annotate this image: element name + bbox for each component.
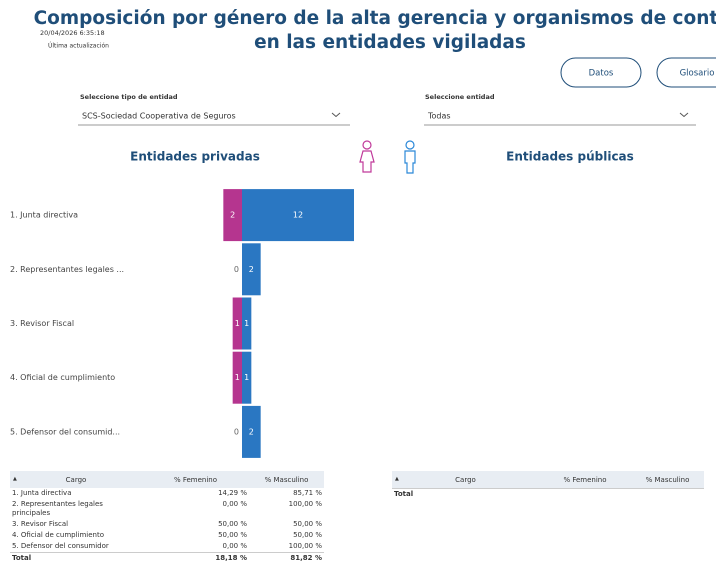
button[interactable]	[560, 57, 642, 88]
cell: 100,00 %	[288, 542, 322, 550]
column-header-text: % Femenino	[173, 475, 218, 484]
total-cell: Total	[392, 488, 539, 500]
filter-value[interactable]: Todas	[427, 112, 451, 121]
category-label: 3. Revisor Fiscal	[10, 319, 74, 328]
category-label: 5. Defensor del consumid...	[10, 427, 120, 436]
section-title: Entidades públicas	[506, 150, 634, 164]
category-label: 2. Representantes legales ...	[10, 265, 124, 274]
total-cell	[539, 488, 631, 500]
data-label: 2	[230, 211, 235, 220]
bar	[242, 189, 354, 242]
button[interactable]	[656, 57, 716, 88]
column-header-text: % Masculino	[264, 475, 309, 484]
data-label: 1	[244, 319, 249, 328]
header-row: Cargo ▲ % Femenino % Masculino	[10, 471, 324, 488]
category-label: 4. Oficial de cumplimiento	[10, 373, 115, 382]
cell: 50,00 %	[218, 531, 247, 539]
column-header-text: % Masculino	[645, 475, 690, 484]
sort-arrow: ▲	[13, 476, 17, 482]
bar	[242, 243, 261, 296]
timestamp: 20/04/2026 6:35:18	[40, 29, 105, 37]
header-row: Cargo ▲ % Femenino % Masculino	[392, 471, 704, 489]
cell: 50,00 %	[293, 531, 322, 539]
column-header: % Femenino	[539, 471, 631, 489]
cell: 2. Representantes legales principales	[12, 500, 103, 517]
data-label: 12	[293, 211, 303, 220]
cell: 50,00 %	[218, 520, 247, 528]
cell: 0,00 %	[222, 500, 247, 508]
cell: 100,00 %	[288, 500, 322, 508]
data-label: 1	[244, 373, 249, 382]
column-header: % Masculino	[631, 471, 704, 489]
column-header-text: Cargo	[455, 475, 476, 484]
total-cell: Total	[10, 552, 142, 564]
column-header-text: % Femenino	[563, 475, 607, 484]
table-row: 5. Defensor del consumidor 0,00 % 100,00 %	[10, 541, 324, 553]
button-label[interactable]: Glosario	[680, 69, 715, 79]
title-line: Composición por género de la alta gerenc…	[34, 8, 716, 29]
total-cell: 81,82 %	[249, 552, 324, 564]
timestamp-label: Última actualización	[48, 43, 109, 50]
bar	[232, 297, 242, 350]
bar	[242, 351, 252, 404]
filter-label: Seleccione entidad	[425, 93, 495, 101]
data-label: 0	[234, 265, 239, 274]
cell: 1. Junta directiva	[12, 489, 72, 497]
column-header: % Masculino	[249, 471, 324, 488]
data-label: 1	[235, 319, 240, 328]
cell: 50,00 %	[293, 520, 322, 528]
cell: 14,29 %	[218, 489, 247, 497]
cell: 0,00 %	[222, 542, 247, 550]
chevron[interactable]	[679, 112, 689, 118]
cell: 5. Defensor del consumidor	[12, 542, 109, 550]
column-header: Cargo ▲	[10, 471, 142, 488]
column-header-text: Cargo	[65, 475, 87, 484]
female-icon	[359, 140, 375, 173]
data-label: 2	[249, 265, 254, 274]
bar	[242, 405, 261, 458]
cell: 85,71 %	[293, 489, 322, 497]
total-row: Total 18,18 % 81,82 %	[10, 552, 324, 564]
male-icon	[404, 140, 416, 174]
table-row: 3. Revisor Fiscal 50,00 % 50,00 %	[10, 519, 324, 530]
chevron[interactable]	[331, 112, 341, 118]
bar	[223, 189, 242, 242]
column-header: Cargo ▲	[392, 471, 539, 489]
cell: 4. Oficial de cumplimiento	[12, 531, 105, 539]
sort-arrow: ▲	[395, 476, 399, 482]
table-row: 1. Junta directiva 14,29 % 85,71 %	[10, 488, 324, 499]
category-label: 1. Junta directiva	[10, 211, 78, 220]
column-header: % Femenino	[142, 471, 249, 488]
filter-label: Seleccione tipo de entidad	[80, 93, 178, 101]
total-cell: 18,18 %	[142, 552, 249, 564]
table: Cargo ▲ % Femenino % Masculino 1. Junta dire…	[10, 471, 324, 564]
table: Cargo ▲ % Femenino % Masculino Total	[392, 471, 704, 500]
data-label: 1	[235, 373, 240, 382]
data-label: 2	[249, 427, 254, 436]
bar	[242, 297, 252, 350]
total-cell	[631, 488, 704, 500]
data-label: 0	[234, 427, 239, 436]
title-line: en las entidades vigiladas	[254, 32, 526, 53]
bar	[232, 351, 242, 404]
section-title: Entidades privadas	[130, 150, 260, 164]
button-label[interactable]: Datos	[589, 69, 614, 79]
filter-value[interactable]: SCS-Sociedad Cooperativa de Seguros	[82, 112, 236, 121]
cell: 3. Revisor Fiscal	[12, 520, 69, 528]
table-row: 2. Representantes legales principales 0,0…	[10, 499, 324, 519]
table-row: 4. Oficial de cumplimiento 50,00 % 50,00 %	[10, 530, 324, 541]
total-row: Total	[392, 488, 704, 500]
